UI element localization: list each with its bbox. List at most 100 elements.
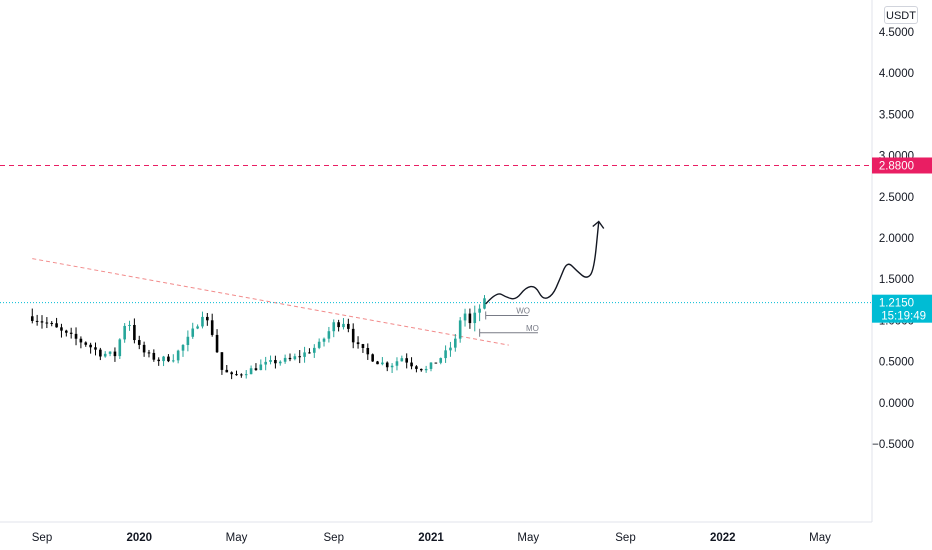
candle-body — [424, 368, 428, 371]
current-price-tag-text: 1.2150 — [879, 298, 914, 310]
candle-body — [405, 358, 408, 363]
resistance-price-tag-text: 2.8800 — [879, 160, 914, 172]
level-wo[interactable]: WO — [485, 306, 530, 320]
plot-area[interactable]: WO MO — [0, 164, 872, 380]
y-tick-label: −0.5000 — [872, 439, 914, 451]
candle-body — [235, 374, 238, 376]
candle-body — [249, 368, 253, 375]
candle-body — [40, 321, 44, 323]
projection-path[interactable] — [485, 221, 600, 305]
candle-body — [322, 338, 326, 342]
x-tick-label: Sep — [324, 532, 344, 544]
candle-body — [210, 320, 214, 335]
candle-body — [439, 358, 443, 363]
x-tick-label: Sep — [615, 532, 635, 544]
candle-body — [133, 324, 136, 341]
candle-body — [84, 342, 88, 345]
candle-body — [69, 332, 73, 334]
candle-body — [220, 352, 224, 370]
candle-body — [449, 347, 452, 351]
y-tick-label: 2.5000 — [879, 192, 914, 204]
candle-body — [313, 347, 316, 353]
candle-body — [108, 351, 112, 354]
candle-body — [356, 342, 360, 345]
candle-body — [293, 356, 297, 360]
candle-body — [215, 334, 219, 353]
candle-body — [206, 316, 209, 321]
candle-body — [118, 339, 122, 357]
candle-body — [327, 331, 331, 339]
y-tick-label: 0.0000 — [879, 398, 914, 410]
x-tick-label: May — [517, 532, 539, 544]
price-axis[interactable]: 4.50004.00003.50003.00002.50002.00001.50… — [872, 27, 932, 451]
candle-body — [454, 338, 457, 348]
candle-body — [415, 366, 418, 369]
candle-body — [142, 344, 146, 353]
candle-body — [390, 365, 394, 368]
x-tick-label: May — [226, 532, 248, 544]
candle-body — [79, 338, 83, 343]
candle-body — [99, 349, 102, 357]
candle-body — [230, 372, 233, 375]
candle-body — [400, 358, 404, 362]
candle-body — [254, 368, 258, 371]
candle-body — [269, 360, 272, 362]
candle-body — [137, 340, 141, 345]
candle-body — [283, 357, 287, 362]
descending-trendline[interactable] — [32, 258, 509, 346]
candle-body — [225, 369, 229, 373]
candle-body — [342, 323, 345, 328]
x-tick-label: May — [809, 532, 831, 544]
candle-body — [317, 341, 321, 348]
candle-body — [434, 362, 438, 364]
candle-body — [473, 312, 477, 324]
candle-body — [366, 347, 370, 355]
candle-body — [259, 364, 263, 371]
candle-body — [176, 350, 180, 361]
x-tick-label: 2021 — [418, 532, 444, 544]
level-label: WO — [516, 306, 530, 315]
candle-body — [463, 313, 467, 321]
candles — [30, 295, 486, 380]
candle-body — [371, 354, 374, 362]
resistance-price-tag[interactable]: 2.8800 — [872, 157, 932, 174]
candle-body — [385, 362, 389, 368]
candle-body — [429, 362, 433, 369]
candle-body — [157, 359, 160, 362]
current-price-tag-countdown: 15:19:49 — [881, 311, 926, 323]
candle-body — [274, 360, 277, 364]
time-axis[interactable]: Sep 2020 May Sep 2021 May Sep 2022 May — [32, 532, 831, 544]
y-tick-label: 3.5000 — [879, 109, 914, 121]
candle-body — [444, 350, 447, 359]
candle-body — [30, 316, 34, 321]
candle-body — [419, 368, 423, 371]
candle-body — [332, 322, 336, 332]
currency-label[interactable]: USDT — [884, 6, 918, 24]
candle-body — [128, 324, 131, 326]
y-tick-label: 0.5000 — [879, 357, 914, 369]
candle-body — [55, 323, 58, 328]
candle-body — [152, 352, 156, 360]
x-tick-label: 2020 — [126, 532, 152, 544]
resistance-price-tag-bg — [872, 157, 932, 174]
candle-body — [167, 356, 170, 362]
candle-body — [395, 361, 399, 366]
candle-body — [65, 330, 68, 333]
level-label: MO — [526, 324, 539, 333]
candle-body — [351, 328, 355, 343]
x-tick-label: Sep — [32, 532, 52, 544]
candle-body — [196, 326, 199, 329]
candle-body — [89, 344, 92, 348]
candle-body — [186, 336, 190, 346]
candle-body — [74, 333, 78, 339]
candle-body — [361, 344, 365, 348]
level-mo[interactable]: MO — [479, 324, 539, 337]
current-price-tag-bg — [872, 294, 932, 323]
candle-body — [410, 362, 413, 367]
candle-body — [181, 345, 185, 351]
candle-body — [50, 322, 54, 324]
candle-body — [45, 322, 49, 324]
y-tick-label: 4.0000 — [879, 68, 914, 80]
